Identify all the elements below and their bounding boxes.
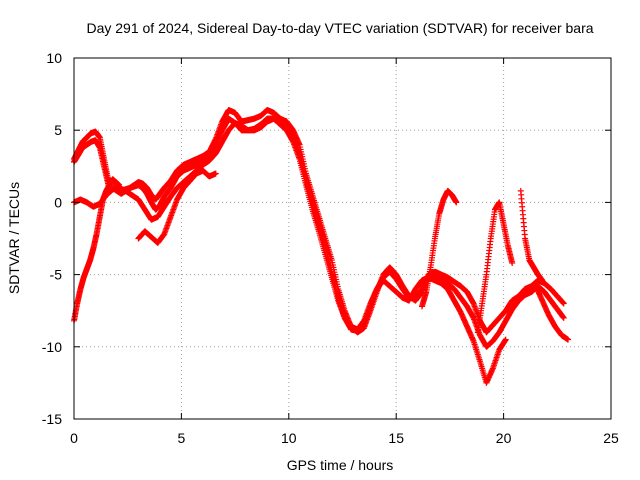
series-trace-4 bbox=[71, 176, 123, 324]
x-tick-label: 10 bbox=[281, 430, 297, 446]
data-point bbox=[453, 199, 460, 206]
series-trace-7 bbox=[474, 199, 516, 336]
x-axis-label: GPS time / hours bbox=[287, 457, 394, 473]
y-tick-label: 5 bbox=[54, 122, 62, 138]
data-point bbox=[560, 300, 567, 307]
y-tick-label: 10 bbox=[46, 50, 62, 66]
y-tick-label: 0 bbox=[54, 194, 62, 210]
series-trace-9 bbox=[532, 283, 572, 343]
grid-lines bbox=[74, 58, 611, 419]
data-point bbox=[565, 336, 572, 343]
x-tick-label: 20 bbox=[496, 430, 512, 446]
chart-title: Day 291 of 2024, Sidereal Day-to-day VTE… bbox=[86, 20, 593, 36]
data-point bbox=[509, 260, 516, 267]
series-trace-3 bbox=[71, 115, 509, 386]
data-point bbox=[502, 336, 509, 343]
x-tick-label: 15 bbox=[388, 430, 404, 446]
y-tick-label: -5 bbox=[50, 267, 63, 283]
data-points bbox=[71, 106, 572, 386]
axis-ticks bbox=[73, 57, 612, 420]
x-tick-label: 0 bbox=[70, 430, 78, 446]
data-point bbox=[116, 182, 123, 189]
series-trace-5 bbox=[135, 167, 219, 246]
plot-frame bbox=[73, 57, 612, 420]
tick-labels: 0 5 10 15 20 25 -15 -10 -5 0 5 10 bbox=[42, 50, 619, 446]
x-tick-label: 5 bbox=[178, 430, 186, 446]
series-trace-8 bbox=[517, 187, 546, 284]
series-trace-6 bbox=[418, 187, 460, 310]
y-tick-label: -15 bbox=[42, 411, 62, 427]
y-tick-label: -10 bbox=[42, 339, 62, 355]
data-point bbox=[212, 170, 219, 177]
x-tick-label: 25 bbox=[603, 430, 619, 446]
y-axis-label: SDTVAR / TECUs bbox=[6, 182, 22, 294]
data-point bbox=[539, 277, 546, 284]
data-point bbox=[560, 314, 567, 321]
